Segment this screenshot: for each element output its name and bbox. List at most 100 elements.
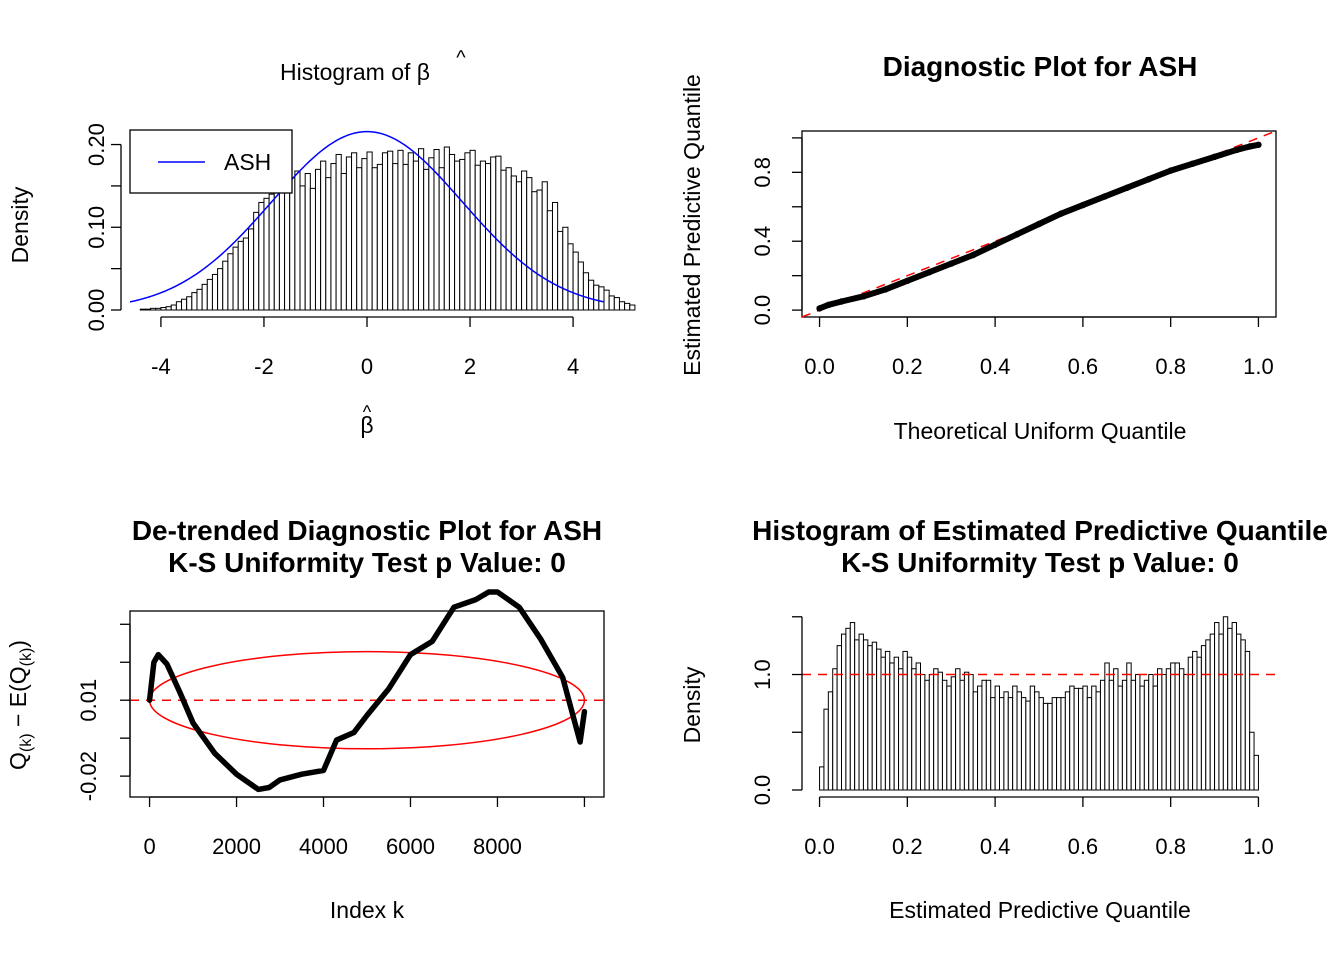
histogram-bar: [423, 168, 430, 311]
panel2-x-tick-label: 0.2: [892, 354, 923, 379]
histogram-bar: [510, 175, 517, 311]
panel3-y-tick-label: 0.01: [76, 679, 101, 722]
histogram-bar: [880, 656, 886, 791]
histogram-bar: [515, 181, 523, 311]
histogram-bar: [479, 160, 487, 311]
histogram-bar: [268, 193, 275, 311]
histogram-bar: [196, 288, 203, 311]
panel2-xlabel: Theoretical Uniform Quantile: [894, 418, 1187, 444]
quantile-point: [1123, 184, 1130, 192]
histogram-bar: [582, 272, 590, 311]
histogram-bar: [1240, 639, 1246, 791]
panel1-y-tick-label: 0.00: [84, 289, 109, 332]
histogram-bar: [407, 152, 414, 311]
histogram-bar: [876, 648, 882, 791]
quantile-point: [1211, 153, 1218, 161]
histogram-bar: [1051, 697, 1058, 791]
histogram-bar: [849, 622, 856, 791]
histogram-bar: [428, 157, 435, 311]
histogram-bar: [1086, 697, 1093, 791]
histogram-bar: [397, 149, 404, 311]
histogram-bar: [170, 304, 177, 311]
histogram-bar: [500, 169, 507, 311]
histogram-bar: [841, 633, 847, 791]
histogram-bar: [889, 662, 895, 791]
histogram-bar: [232, 246, 239, 311]
histogram-bar: [629, 304, 636, 311]
histogram-bar: [1042, 702, 1049, 791]
histogram-bar: [459, 158, 466, 311]
histogram-bar: [495, 155, 502, 311]
histogram-bar: [402, 163, 409, 311]
histogram-bar: [345, 156, 353, 311]
histogram-bar: [955, 668, 961, 791]
histogram-bar: [613, 297, 620, 311]
quantile-point: [1255, 141, 1262, 148]
histogram-bar: [1244, 650, 1251, 791]
histogram-bar: [1078, 687, 1084, 791]
quantile-point: [882, 286, 889, 293]
histogram-bar: [1205, 639, 1211, 791]
histogram-bar: [294, 170, 301, 311]
histogram-bar: [438, 167, 445, 311]
quantile-point: [825, 301, 832, 309]
histogram-bar: [335, 153, 342, 311]
histogram-bar: [959, 679, 965, 791]
histogram-bar: [299, 185, 306, 311]
histogram-bar: [618, 301, 626, 311]
histogram-bar: [325, 177, 332, 311]
histogram-bar: [1117, 685, 1123, 791]
panel3-ylabel: Q(k) − E(Q(k)): [5, 640, 35, 770]
panel2-points: [816, 141, 1262, 312]
histogram-bar: [1200, 645, 1207, 791]
histogram-bar: [1007, 697, 1014, 791]
histogram-bar: [1192, 650, 1198, 791]
histogram-bar: [915, 662, 921, 791]
histogram-bar: [320, 160, 327, 311]
histogram-bar: [1214, 622, 1220, 791]
histogram-bar: [1095, 691, 1101, 791]
quantile-point: [1013, 231, 1021, 238]
histogram-bar: [946, 685, 952, 791]
histogram-bar: [443, 146, 450, 311]
panel4-x-tick-label: 0.2: [892, 834, 923, 859]
panel1-xlabel: β: [360, 412, 373, 438]
quantile-point: [838, 298, 845, 305]
histogram-bar: [155, 307, 162, 311]
histogram-bar: [557, 230, 564, 311]
ash-density-curve: [129, 130, 605, 303]
quantile-point: [1057, 210, 1065, 217]
histogram-bar: [1135, 674, 1141, 791]
histogram-bar: [1187, 656, 1194, 791]
histogram-bar: [832, 668, 838, 791]
histogram-bar: [1165, 668, 1172, 791]
panel3-xlabel: Index k: [330, 897, 405, 923]
quantile-point: [904, 277, 911, 285]
panel4-x-tick-label: 0.0: [804, 834, 835, 859]
histogram-bar: [175, 301, 183, 311]
legend-label-ash: ASH: [224, 149, 271, 175]
histogram-bar: [1099, 679, 1106, 791]
histogram-bar: [1148, 674, 1154, 791]
quantile-point: [926, 269, 933, 276]
histogram-bar: [1170, 662, 1176, 791]
panel1-xlabel-accent: ^: [363, 402, 372, 422]
panel1-legend: ASH: [129, 129, 293, 194]
histogram-bar: [392, 163, 399, 311]
histogram-bar: [858, 633, 864, 791]
panel1-ash-curve-group: [129, 130, 605, 303]
quantile-point: [1167, 167, 1174, 174]
histogram-bar: [418, 148, 425, 311]
panel2-title: Diagnostic Plot for ASH: [883, 51, 1198, 82]
histogram-bar: [577, 261, 584, 311]
panel4-x-tick-label: 0.4: [980, 834, 1011, 859]
histogram-bar: [911, 668, 917, 791]
histogram-bar: [1104, 662, 1110, 791]
panel2-y-tick-label: 0.8: [750, 157, 775, 188]
histogram-bar: [1236, 633, 1242, 791]
histogram-bar: [902, 650, 908, 791]
panel1-y-axis: 0.00 0.10 0.20: [84, 123, 122, 332]
histogram-bar: [1016, 691, 1022, 791]
quantile-point: [991, 241, 999, 248]
histogram-bar: [928, 674, 935, 791]
